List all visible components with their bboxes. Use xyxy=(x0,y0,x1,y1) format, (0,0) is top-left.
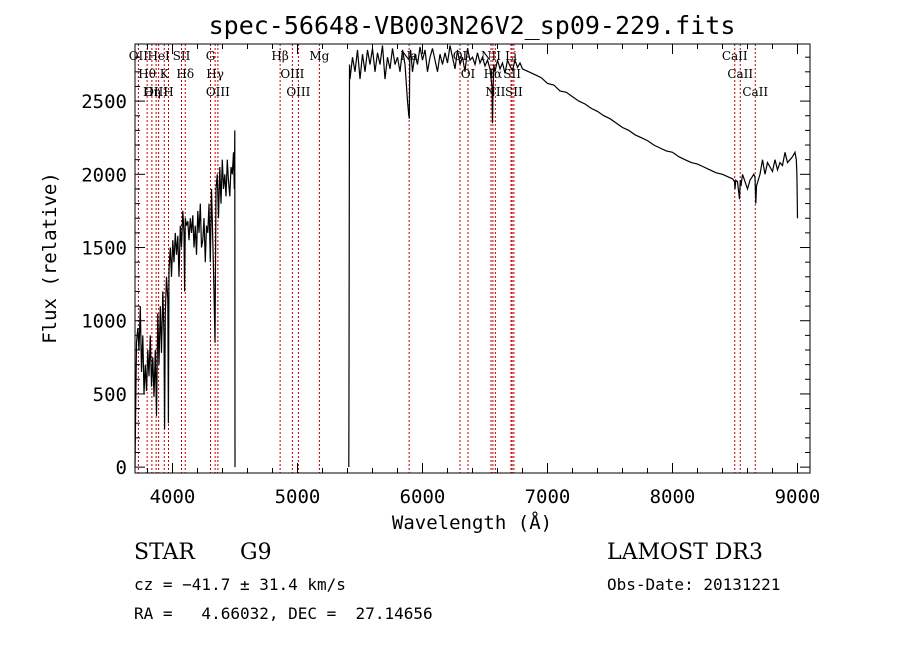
y-tick-label: 0 xyxy=(116,457,127,479)
spectrum-series-2 xyxy=(348,45,799,468)
reference-line-label: Li xyxy=(505,49,517,63)
reference-line-label: OIII xyxy=(144,85,168,99)
x-axis-label: Wavelength (Å) xyxy=(392,511,552,534)
reference-line-label: Mg xyxy=(309,49,329,63)
reference-line-label: OIII xyxy=(206,85,230,99)
reference-line-label: Hη xyxy=(143,85,161,99)
reference-line-label: G xyxy=(206,49,216,63)
reference-line-label: Hα xyxy=(484,67,503,81)
reference-line-label: SII xyxy=(505,85,523,99)
y-axis: 0 500 1000 1500 2000 2500 xyxy=(81,56,810,479)
reference-lines xyxy=(137,44,756,473)
reference-line-label: H xyxy=(163,85,173,99)
reference-line-label: Hγ xyxy=(206,67,224,81)
y-tick-label: 1500 xyxy=(81,238,127,260)
object-subclass: G9 xyxy=(240,540,272,565)
x-tick-label: 9000 xyxy=(775,486,821,508)
y-tick-label: 1000 xyxy=(81,311,127,333)
reference-line-label: OIII xyxy=(280,67,304,81)
reference-line-label: OIII xyxy=(286,85,310,99)
redshift-cz: cz = −41.7 ± 31.4 km/s xyxy=(134,575,346,594)
reference-line-label: OI xyxy=(453,49,468,63)
x-tick-label: 5000 xyxy=(275,486,321,508)
reference-line-label: K xyxy=(160,67,170,81)
reference-line-label: CaII xyxy=(742,85,768,99)
reference-line-label: CaII xyxy=(727,67,753,81)
reference-line-label: NII xyxy=(485,85,505,99)
reference-line-label: Hδ xyxy=(176,67,194,81)
y-tick-label: 500 xyxy=(93,384,127,406)
chart-title: spec-56648-VB003N26V2_sp09-229.fits xyxy=(209,11,736,40)
x-tick-label: 4000 xyxy=(150,486,196,508)
x-axis: 4000 5000 6000 7000 8000 9000 xyxy=(147,44,821,508)
reference-line-label: Hθ xyxy=(138,67,156,81)
spectrum-series-1 xyxy=(134,130,236,468)
reference-line-label: OI xyxy=(461,67,476,81)
reference-line-label: SII xyxy=(173,49,191,63)
x-tick-label: 8000 xyxy=(650,486,696,508)
object-class: STAR xyxy=(134,540,195,565)
reference-line-label: CaII xyxy=(722,49,748,63)
reference-line-label: SII xyxy=(503,67,521,81)
reference-line-label: NII xyxy=(481,49,501,63)
reference-line-label: Hβ xyxy=(271,49,288,63)
spectrum-series xyxy=(134,45,799,468)
y-tick-label: 2500 xyxy=(81,91,127,113)
x-tick-label: 6000 xyxy=(400,486,446,508)
observation-date: Obs-Date: 20131221 xyxy=(607,575,781,594)
y-tick-label: 2000 xyxy=(81,164,127,186)
survey-name: LAMOST DR3 xyxy=(607,540,763,565)
coordinates-ra-dec: RA = 4.66032, DEC = 27.14656 xyxy=(134,604,433,623)
reference-line-label: OII xyxy=(129,49,149,63)
reference-line-label: HeI xyxy=(147,49,170,63)
plot-frame xyxy=(134,43,811,474)
x-tick-label: 7000 xyxy=(525,486,571,508)
y-axis-label: Flux (relative) xyxy=(39,172,61,344)
